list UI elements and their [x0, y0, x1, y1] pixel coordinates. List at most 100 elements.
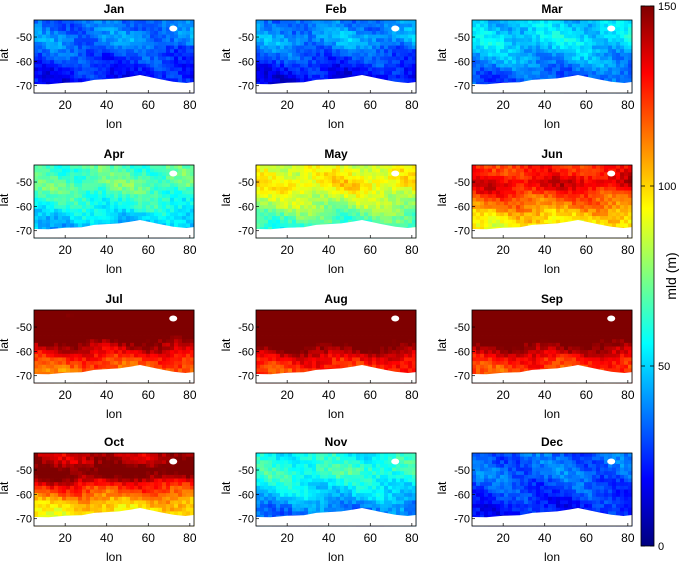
heatmap-cell	[142, 176, 146, 180]
heatmap-cell	[504, 205, 508, 209]
heatmap-cell	[328, 202, 332, 206]
heatmap-cell	[50, 194, 54, 198]
heatmap-cell	[372, 42, 376, 46]
heatmap-cell	[512, 183, 516, 187]
heatmap-cell	[186, 165, 190, 169]
heatmap-cell	[260, 209, 264, 213]
heatmap-cell	[178, 165, 182, 169]
heatmap-cell	[102, 57, 106, 61]
heatmap-cell	[324, 20, 328, 24]
heatmap-cell	[42, 172, 46, 176]
heatmap-cell	[42, 49, 46, 53]
heatmap-cell	[348, 212, 352, 216]
heatmap-cell	[372, 60, 376, 64]
heatmap-cell	[508, 176, 512, 180]
heatmap-cell	[588, 194, 592, 198]
heatmap-cell	[106, 49, 110, 53]
heatmap-cell	[66, 198, 70, 202]
heatmap-cell	[54, 67, 58, 71]
heatmap-cell	[122, 191, 126, 195]
heatmap-cell	[612, 212, 616, 216]
heatmap-cell	[508, 172, 512, 176]
heatmap-cell	[110, 172, 114, 176]
heatmap-cell	[182, 53, 186, 57]
heatmap-cell	[624, 42, 628, 46]
heatmap-cell	[388, 205, 392, 209]
heatmap-cell	[528, 71, 532, 75]
heatmap-cell	[300, 176, 304, 180]
heatmap-cell	[336, 183, 340, 187]
heatmap-cell	[620, 27, 624, 31]
heatmap-cell	[368, 38, 372, 42]
heatmap-cell	[260, 20, 264, 24]
heatmap-cell	[118, 187, 122, 191]
heatmap-cell	[328, 169, 332, 173]
heatmap-cell	[66, 310, 70, 314]
heatmap-cell	[512, 67, 516, 71]
heatmap-cell	[528, 194, 532, 198]
heatmap-cell	[476, 53, 480, 57]
heatmap-cell	[568, 212, 572, 216]
heatmap-cell	[134, 183, 138, 187]
heatmap-cell	[556, 31, 560, 35]
heatmap-cell	[544, 169, 548, 173]
heatmap-cell	[408, 187, 412, 191]
heatmap-cell	[70, 31, 74, 35]
heatmap-cell	[66, 78, 70, 82]
heatmap-cell	[368, 209, 372, 213]
heatmap-cell	[90, 24, 94, 28]
heatmap-cell	[102, 75, 106, 79]
heatmap-cell	[476, 180, 480, 184]
heatmap-cell	[396, 75, 400, 79]
heatmap-cell	[624, 75, 628, 79]
heatmap-cell	[344, 216, 348, 220]
heatmap-cell	[50, 212, 54, 216]
heatmap-cell	[492, 191, 496, 195]
heatmap-cell	[604, 67, 608, 71]
x-tick-label: 60	[580, 98, 594, 112]
heatmap-cell	[320, 191, 324, 195]
heatmap-cell	[170, 20, 174, 24]
heatmap-cell	[320, 24, 324, 28]
heatmap-cell	[528, 31, 532, 35]
heatmap-cell	[400, 49, 404, 53]
heatmap-cell	[624, 165, 628, 169]
heatmap-cell	[166, 71, 170, 75]
heatmap-cell	[612, 165, 616, 169]
heatmap-cell	[106, 212, 110, 216]
heatmap-cell	[280, 176, 284, 180]
heatmap-cell	[556, 60, 560, 64]
heatmap-cell	[396, 202, 400, 206]
heatmap-cell	[388, 71, 392, 75]
heatmap-cell	[500, 35, 504, 39]
heatmap-cell	[492, 209, 496, 213]
heatmap-cell	[500, 191, 504, 195]
heatmap-cell	[568, 71, 572, 75]
heatmap-cell	[102, 187, 106, 191]
heatmap-cell	[356, 64, 360, 68]
heatmap-cell	[58, 169, 62, 173]
heatmap-cell	[284, 64, 288, 68]
heatmap-cell	[178, 172, 182, 176]
heatmap-cell	[114, 187, 118, 191]
heatmap-cell	[360, 216, 364, 220]
heatmap-cell	[130, 191, 134, 195]
heatmap-cell	[552, 53, 556, 57]
y-axis-label: lat	[0, 48, 11, 61]
heatmap-cell	[102, 46, 106, 50]
heatmap-cell	[114, 35, 118, 39]
heatmap-cell	[472, 205, 476, 209]
heatmap-cell	[106, 202, 110, 206]
heatmap-cell	[404, 194, 408, 198]
heatmap-cell	[280, 216, 284, 220]
heatmap-cell	[272, 172, 276, 176]
heatmap-cell	[54, 205, 58, 209]
heatmap-cell	[532, 198, 536, 202]
heatmap-cell	[276, 183, 280, 187]
heatmap-cell	[488, 27, 492, 31]
heatmap-cell	[296, 220, 300, 224]
heatmap-cell	[304, 60, 308, 64]
heatmap-cell	[166, 42, 170, 46]
heatmap-cell	[356, 183, 360, 187]
heatmap-cell	[396, 71, 400, 75]
